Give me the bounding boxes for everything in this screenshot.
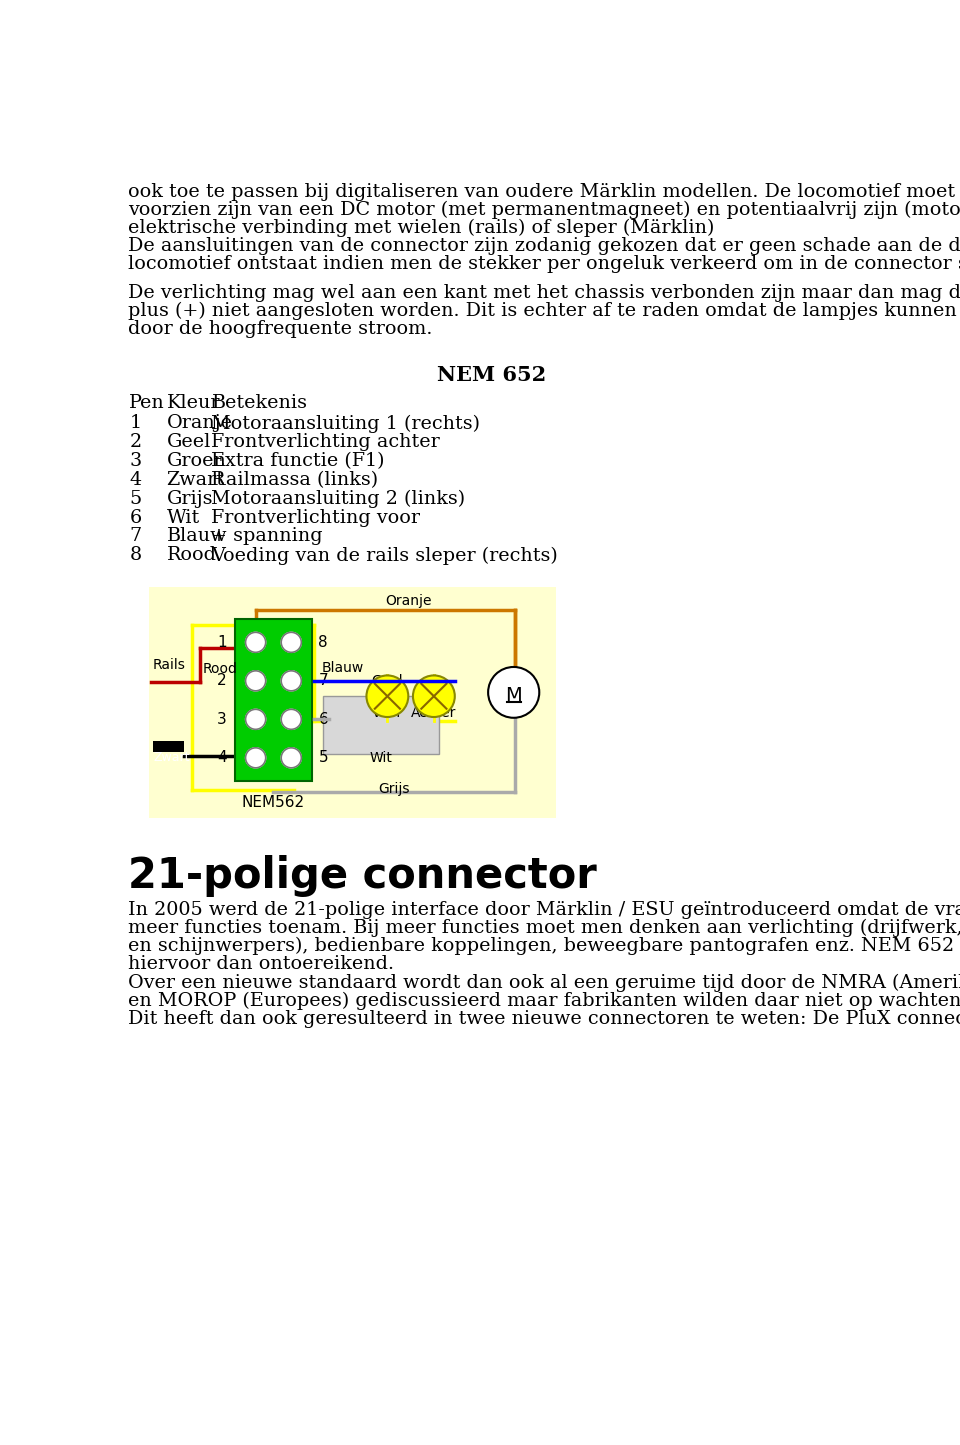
Text: elektrische verbinding met wielen (rails) of sleper (Märklin): elektrische verbinding met wielen (rails… (128, 218, 714, 237)
Circle shape (246, 633, 266, 652)
Text: meer functies toenam. Bij meer functies moet men denken aan verlichting (drijfwe: meer functies toenam. Bij meer functies … (128, 919, 960, 938)
Text: Groen: Groen (166, 452, 227, 470)
Text: Rails: Rails (153, 657, 185, 672)
Text: Dit heeft dan ook geresulteerd in twee nieuwe connectoren te weten: De PluX conn: Dit heeft dan ook geresulteerd in twee n… (128, 1010, 960, 1027)
Text: 3: 3 (217, 712, 227, 727)
Text: M: M (505, 686, 522, 705)
Bar (153, 741, 183, 751)
Bar (324, 696, 440, 754)
Text: Frontverlichting achter: Frontverlichting achter (211, 434, 441, 451)
Text: 7: 7 (319, 673, 328, 688)
Text: Geel: Geel (166, 434, 211, 451)
Text: Grijs: Grijs (166, 490, 213, 507)
Text: 8: 8 (319, 634, 328, 650)
Text: Oranje: Oranje (166, 415, 232, 432)
Text: Zwart: Zwart (166, 471, 225, 488)
Text: NEM562: NEM562 (242, 795, 305, 811)
Text: + spanning: + spanning (211, 527, 324, 545)
Text: 5: 5 (130, 490, 141, 507)
Text: Railmassa (links): Railmassa (links) (211, 471, 378, 488)
Text: 1: 1 (130, 415, 141, 432)
Bar (150, 587, 557, 818)
Text: locomotief ontstaat indien men de stekker per ongeluk verkeerd om in de connecto: locomotief ontstaat indien men de stekke… (128, 254, 960, 273)
Text: 3: 3 (130, 452, 141, 470)
Text: Kleur: Kleur (166, 394, 220, 412)
Text: Rood: Rood (203, 662, 237, 676)
Text: Rood: Rood (166, 546, 217, 565)
Text: De verlichting mag wel aan een kant met het chassis verbonden zijn maar dan mag : De verlichting mag wel aan een kant met … (128, 285, 960, 302)
Text: Over een nieuwe standaard wordt dan ook al een geruime tijd door de NMRA (Amerik: Over een nieuwe standaard wordt dan ook … (128, 974, 960, 991)
Text: Grijs: Grijs (378, 782, 410, 796)
Text: plus (+) niet aangesloten worden. Dit is echter af te raden omdat de lampjes kun: plus (+) niet aangesloten worden. Dit is… (128, 302, 960, 321)
Text: Pen: Pen (130, 394, 165, 412)
Text: 6: 6 (319, 712, 328, 727)
Text: Wit: Wit (166, 509, 200, 526)
Text: 5: 5 (319, 750, 328, 766)
Text: De aansluitingen van de connector zijn zodanig gekozen dat er geen schade aan de: De aansluitingen van de connector zijn z… (128, 237, 960, 254)
Circle shape (246, 670, 266, 691)
Circle shape (413, 675, 455, 717)
Text: 8: 8 (130, 546, 141, 565)
Circle shape (488, 668, 540, 718)
Bar (234, 620, 312, 780)
Text: 21-polige connector: 21-polige connector (128, 855, 596, 897)
Text: 2: 2 (217, 673, 227, 688)
Text: 4: 4 (130, 471, 141, 488)
Text: NEM 652: NEM 652 (438, 366, 546, 386)
Circle shape (281, 670, 301, 691)
Text: hiervoor dan ontoereikend.: hiervoor dan ontoereikend. (128, 955, 394, 974)
Text: 1: 1 (217, 634, 227, 650)
Text: Extra functie (F1): Extra functie (F1) (211, 452, 385, 470)
Text: In 2005 werd de 21-polige interface door Märklin / ESU geïntroduceerd omdat de v: In 2005 werd de 21-polige interface door… (128, 902, 960, 919)
Text: ook toe te passen bij digitaliseren van oudere Märklin modellen. De locomotief m: ook toe te passen bij digitaliseren van … (128, 182, 960, 201)
Text: 6: 6 (130, 509, 141, 526)
Text: Frontverlichting voor: Frontverlichting voor (211, 509, 420, 526)
Text: Motoraansluiting 2 (links): Motoraansluiting 2 (links) (211, 490, 466, 509)
Text: Motoraansluiting 1 (rechts): Motoraansluiting 1 (rechts) (211, 415, 480, 432)
Circle shape (281, 709, 301, 730)
Circle shape (367, 675, 408, 717)
Text: 7: 7 (130, 527, 141, 545)
Circle shape (246, 749, 266, 767)
Text: Oranje: Oranje (385, 594, 432, 608)
Text: Wit: Wit (370, 751, 393, 764)
Text: Voeding van de rails sleper (rechts): Voeding van de rails sleper (rechts) (211, 546, 558, 565)
Text: 4: 4 (217, 750, 227, 766)
Text: Zwart: Zwart (154, 751, 190, 764)
Text: en MOROP (Europees) gediscussieerd maar fabrikanten wilden daar niet op wachten : en MOROP (Europees) gediscussieerd maar … (128, 991, 960, 1010)
Text: Geel: Geel (372, 673, 403, 688)
Text: voorzien zijn van een DC motor (met permanentmagneet) en potentiaalvrij zijn (mo: voorzien zijn van een DC motor (met perm… (128, 201, 960, 220)
Text: 2: 2 (130, 434, 141, 451)
Text: en schijnwerpers), bedienbare koppelingen, beweegbare pantografen enz. NEM 652 w: en schijnwerpers), bedienbare koppelinge… (128, 938, 960, 955)
Circle shape (246, 709, 266, 730)
Text: Blauw: Blauw (166, 527, 227, 545)
Text: Voor: Voor (372, 707, 403, 720)
Text: Betekenis: Betekenis (211, 394, 307, 412)
Text: door de hoogfrequente stroom.: door de hoogfrequente stroom. (128, 321, 432, 338)
Circle shape (281, 633, 301, 652)
Text: Achter: Achter (411, 707, 457, 720)
Text: Blauw: Blauw (322, 662, 364, 675)
Circle shape (281, 749, 301, 767)
